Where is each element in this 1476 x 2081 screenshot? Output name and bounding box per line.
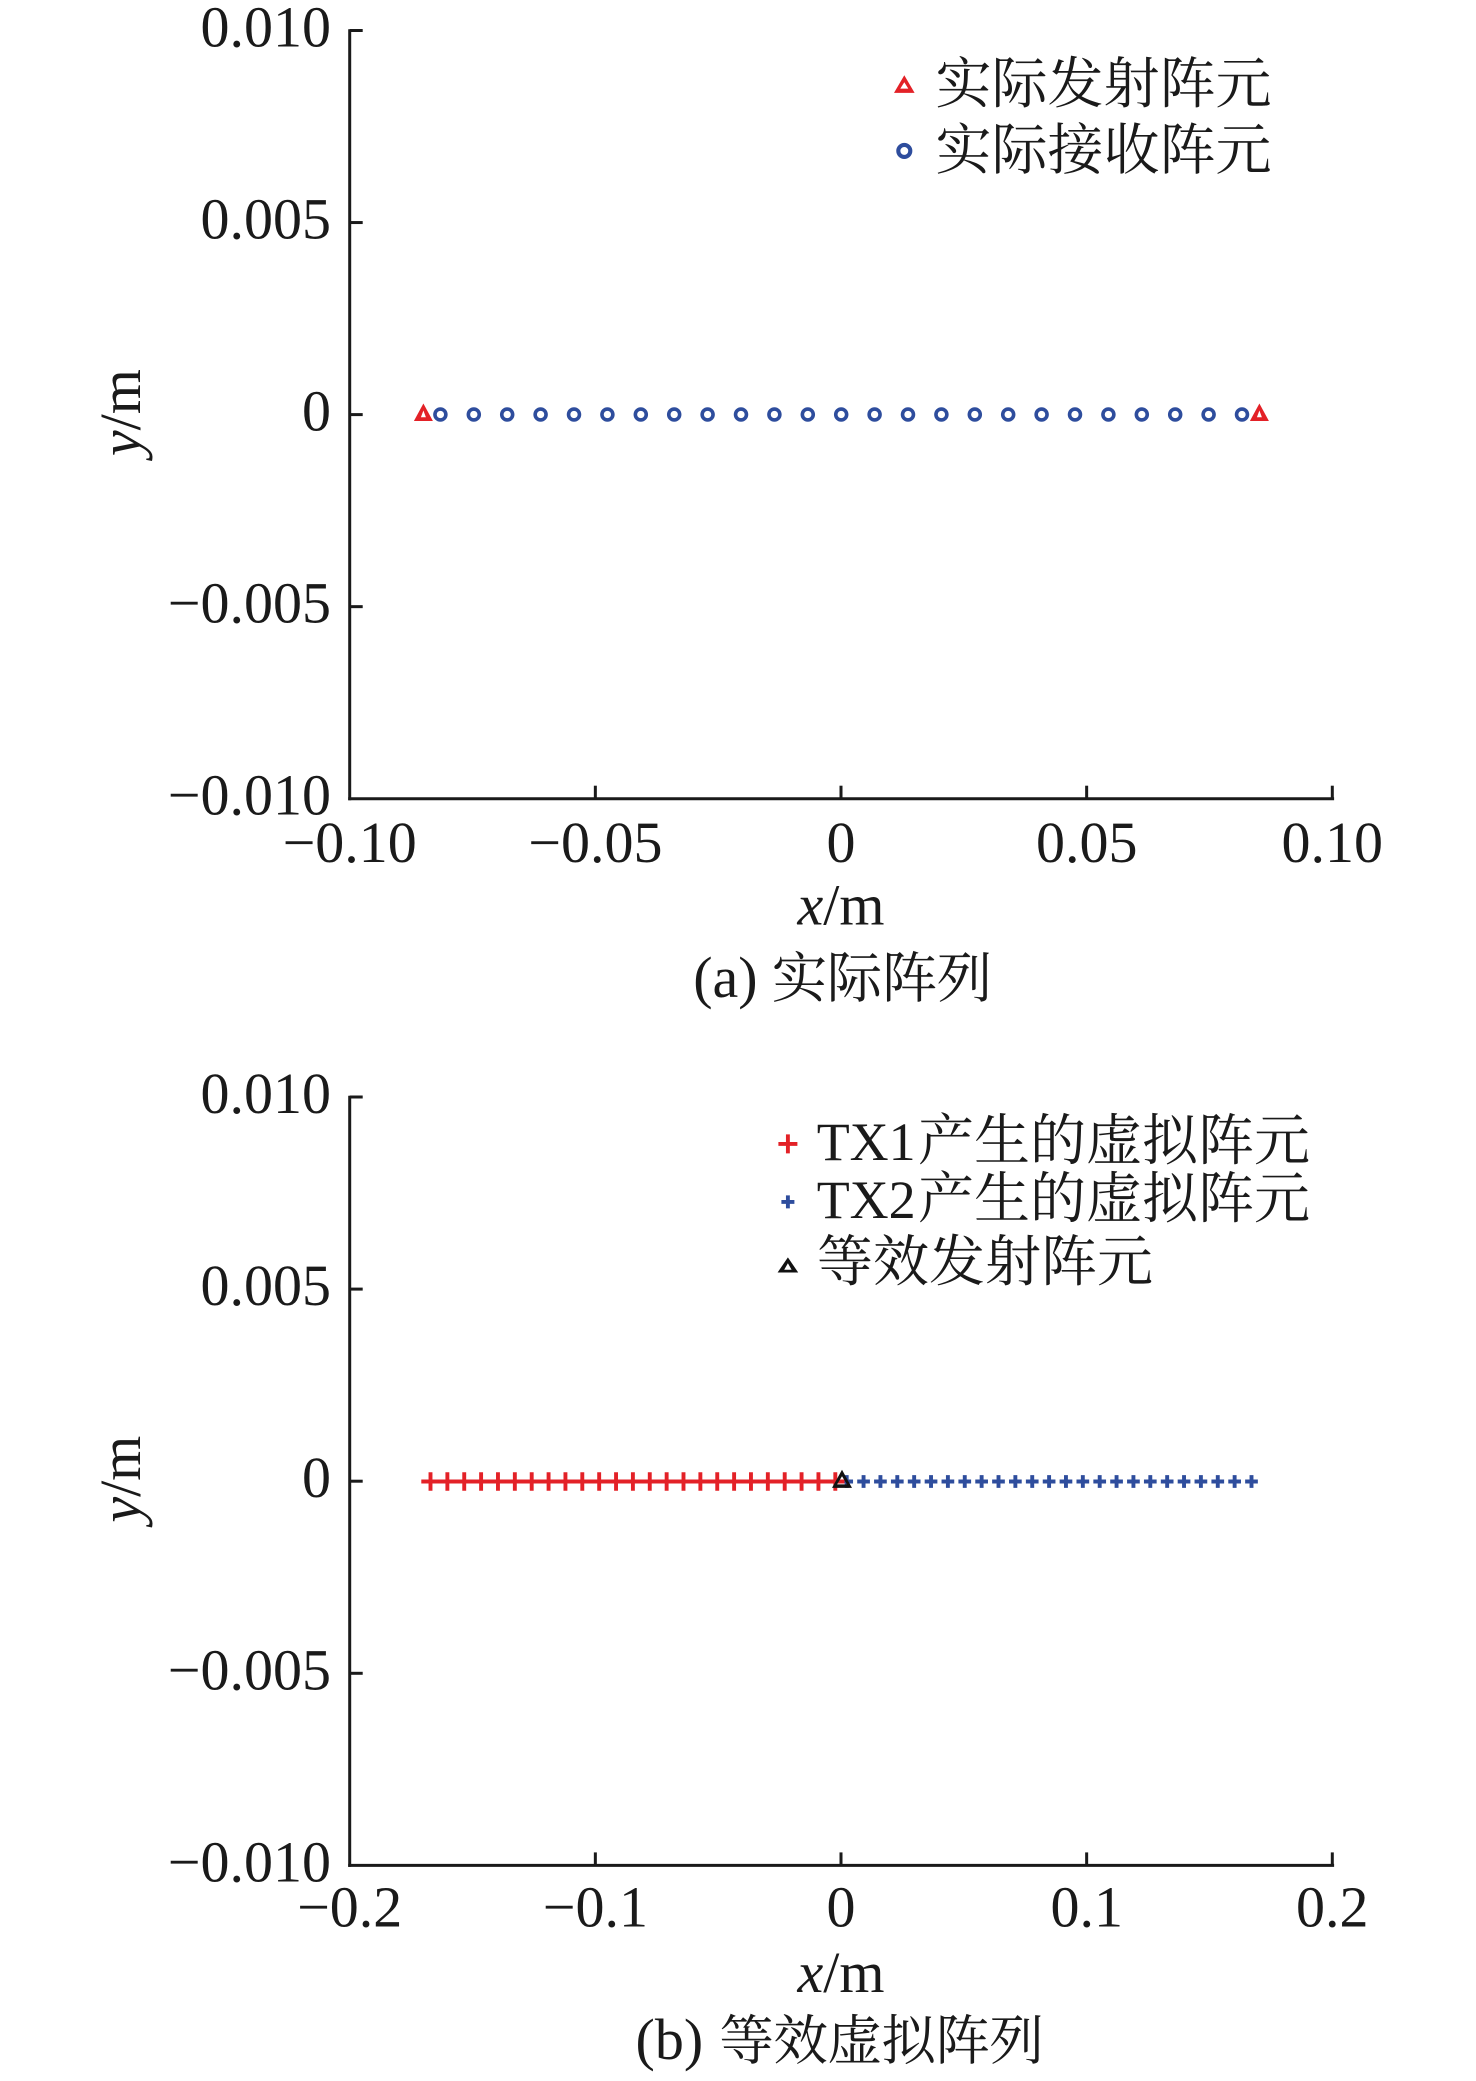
- svg-text:x/m: x/m: [797, 873, 885, 938]
- svg-text:0: 0: [827, 810, 856, 875]
- svg-text:0.2: 0.2: [1296, 1875, 1369, 1940]
- svg-text:−0.2: −0.2: [297, 1875, 402, 1940]
- svg-text:y/m: y/m: [88, 369, 153, 461]
- svg-text:−0.010: −0.010: [168, 1829, 331, 1894]
- svg-text:−0.10: −0.10: [283, 810, 417, 875]
- svg-text:−0.1: −0.1: [543, 1875, 648, 1940]
- svg-text:−0.010: −0.010: [168, 763, 331, 828]
- svg-text:(a): (a): [693, 945, 757, 1010]
- svg-text:0.005: 0.005: [201, 1253, 332, 1318]
- svg-text:0.005: 0.005: [201, 187, 332, 252]
- svg-text:(b): (b): [636, 2007, 704, 2072]
- svg-text:0: 0: [827, 1875, 856, 1940]
- svg-text:0.10: 0.10: [1282, 810, 1384, 875]
- svg-text:TX2: TX2: [817, 1170, 916, 1230]
- svg-text:0.05: 0.05: [1036, 810, 1138, 875]
- svg-text:x/m: x/m: [797, 1940, 885, 2005]
- svg-text:0: 0: [302, 1445, 331, 1510]
- svg-text:0: 0: [302, 379, 331, 444]
- svg-text:y/m: y/m: [88, 1436, 153, 1528]
- svg-text:−0.05: −0.05: [528, 810, 662, 875]
- svg-text:0.1: 0.1: [1050, 1875, 1123, 1940]
- svg-text:0.010: 0.010: [201, 0, 332, 60]
- svg-text:−0.005: −0.005: [168, 1637, 331, 1702]
- svg-text:0.010: 0.010: [201, 1061, 332, 1126]
- svg-text:−0.005: −0.005: [168, 571, 331, 636]
- svg-text:TX1: TX1: [817, 1112, 916, 1172]
